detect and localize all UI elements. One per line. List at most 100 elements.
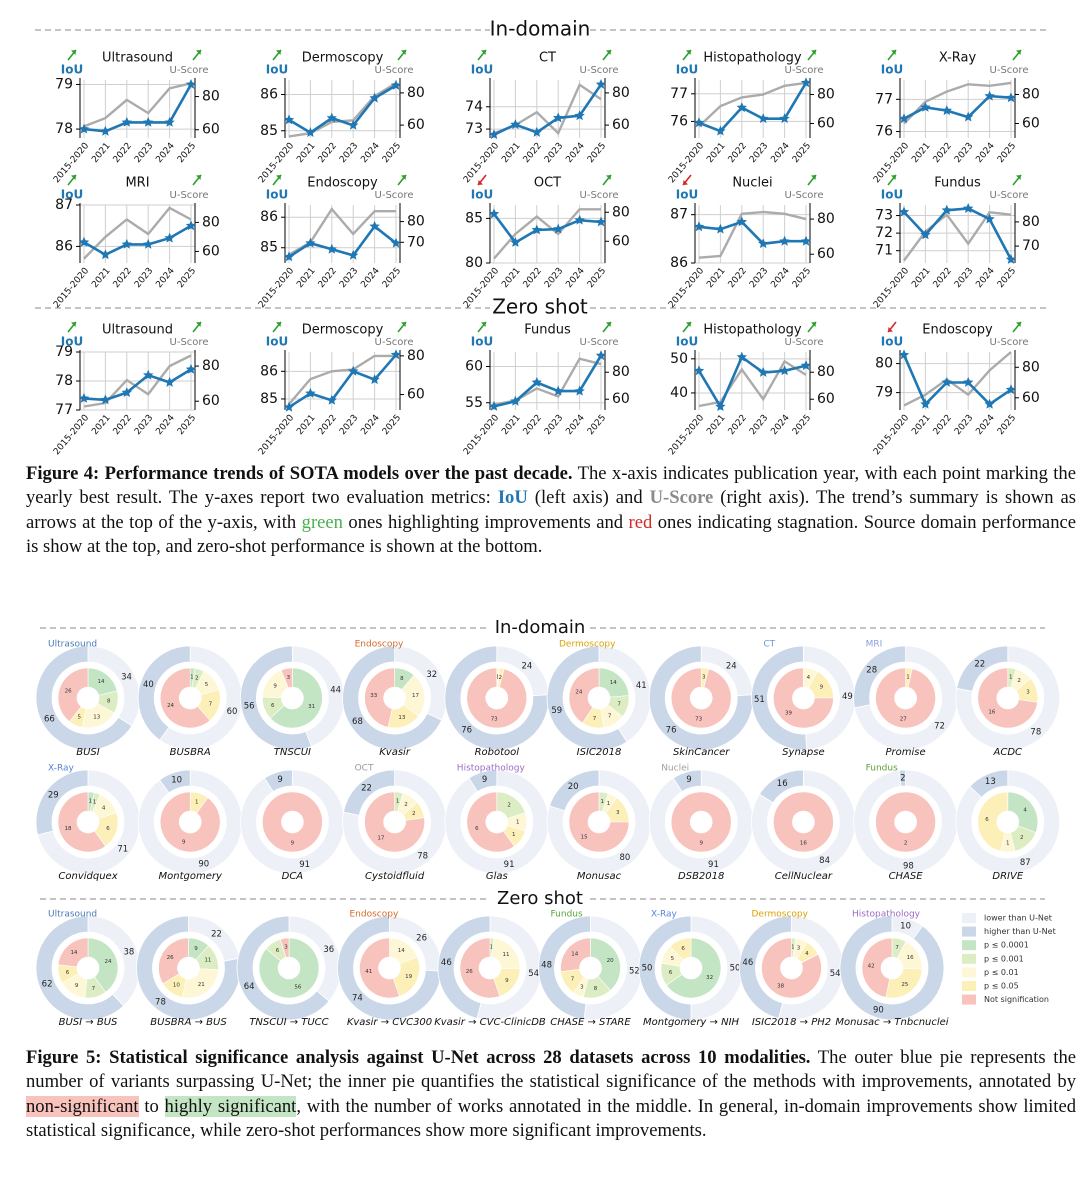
data-point (348, 249, 359, 260)
outer-label: 24 (522, 661, 533, 671)
trend-arrow-head (683, 180, 688, 185)
series-name: IoU (676, 63, 698, 77)
dataset-name: Montgomery (158, 871, 222, 882)
outer-label: 48 (541, 961, 552, 971)
data-point (531, 224, 542, 235)
inner-label: 1 (601, 799, 605, 805)
series-line (288, 84, 397, 135)
x-tick-label: 2022 (932, 266, 954, 290)
outer-label: 60 (227, 707, 238, 717)
outer-label: 54 (830, 969, 841, 979)
inner-segment (670, 667, 732, 729)
trend-arrow-head (71, 175, 76, 180)
inner-segment (875, 791, 936, 853)
trend-arrow-head (196, 175, 201, 180)
outer-label: 71 (117, 844, 128, 854)
outer-segment (337, 915, 442, 1021)
outer-segment (690, 915, 744, 1021)
data-point (1005, 92, 1017, 103)
trend-arrow-head (686, 50, 691, 55)
inner-label: 8 (594, 986, 598, 992)
inner-label: 13 (398, 715, 405, 721)
inner-label: 26 (65, 689, 72, 695)
series-name: IoU (266, 63, 288, 77)
y2-tick-label: 80 (407, 85, 425, 101)
chart-title: Dermoscopy (302, 51, 384, 66)
series-line (698, 210, 807, 259)
figure4-caption: Figure 4: Performance trends of SOTA mod… (26, 462, 1076, 560)
inner-label: 42 (868, 963, 875, 969)
data-point (305, 237, 316, 248)
outer-segment (853, 645, 906, 709)
y-tick-label: 79 (875, 385, 893, 401)
outer-segment (758, 769, 804, 804)
x-tick-label: 2025 (381, 413, 403, 437)
inner-label: 2 (195, 676, 199, 682)
inner-label: 11 (503, 952, 510, 958)
outer-label: 64 (244, 982, 255, 992)
series-name: U-Score (990, 190, 1029, 201)
data-point (941, 204, 952, 215)
data-point (488, 400, 500, 411)
outer-segment (549, 769, 600, 812)
modality-label: Fundus (551, 910, 584, 920)
x-tick-label: 2023 (748, 141, 770, 165)
data-point (100, 394, 111, 405)
inner-segment (280, 937, 290, 958)
inner-label: 39 (785, 710, 792, 716)
x-tick-label: 2022 (317, 413, 339, 437)
inner-label: 73 (695, 716, 702, 722)
inner-label: 3 (580, 985, 584, 991)
outer-label: 16 (777, 779, 788, 789)
inner-segment (885, 968, 923, 999)
inner-label: 1 (88, 799, 92, 805)
outer-segment (236, 915, 330, 1021)
y-tick-label: 78 (55, 373, 73, 389)
dataset-name: Convidquex (58, 871, 117, 882)
inner-segment (280, 667, 293, 689)
y2-tick-label: 80 (202, 358, 220, 374)
y2-tick-label: 60 (817, 116, 835, 132)
x-tick-label: 2021 (90, 266, 112, 290)
modality-label: Fundus (866, 764, 899, 774)
inner-label: 18 (65, 826, 72, 832)
outer-label: 13 (985, 777, 996, 787)
data-point (984, 90, 995, 101)
x-tick-label: 2023 (953, 413, 975, 437)
modality-label: Nuclei (661, 764, 689, 774)
data-point (574, 385, 585, 396)
inner-label: 3 (284, 945, 288, 951)
outer-segment (136, 915, 241, 1021)
caption-green: green (301, 511, 343, 533)
inner-label: 15 (581, 834, 588, 840)
data-point (898, 113, 910, 124)
inner-label: 6 (669, 970, 673, 976)
inner-segment (182, 968, 219, 999)
x-tick-label: 2015-2020 (872, 141, 911, 185)
chart-title: CT (539, 51, 556, 66)
x-tick-label: 2021 (500, 141, 522, 165)
outer-segment (263, 769, 293, 793)
series-name: IoU (471, 63, 493, 77)
series-name: U-Score (580, 65, 619, 76)
data-point (326, 243, 337, 254)
inner-label: 6 (276, 948, 280, 954)
legend-label: p ≤ 0.001 (984, 954, 1024, 963)
caption-text: (right axis). The trend’s summary is sho… (26, 487, 1076, 533)
data-point (693, 117, 705, 128)
data-point (963, 377, 974, 387)
inner-label: 7 (593, 716, 597, 722)
series-name: IoU (881, 188, 903, 202)
x-tick-label: 2022 (317, 266, 339, 290)
outer-label: 52 (629, 966, 640, 976)
legend-swatch (962, 981, 976, 991)
x-tick-label: 2015-2020 (257, 266, 296, 310)
x-tick-label: 2023 (748, 266, 770, 290)
y2-tick-label: 80 (1022, 214, 1040, 230)
chart-title: Histopathology (703, 323, 802, 338)
y-tick-label: 80 (465, 255, 483, 271)
dataset-name: BUSI → BUS (59, 1017, 118, 1028)
data-point (898, 206, 910, 217)
dataset-name: CellNuclear (775, 871, 833, 882)
data-point (143, 238, 154, 249)
